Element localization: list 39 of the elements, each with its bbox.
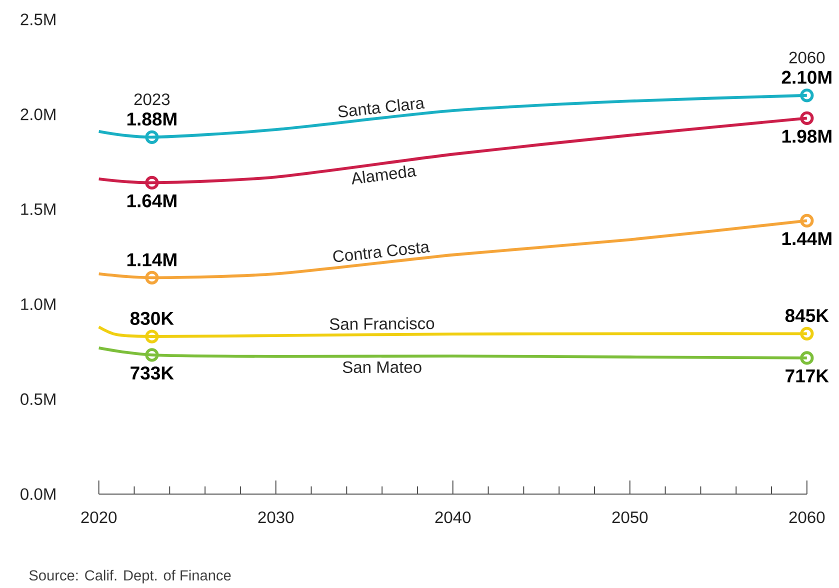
y-tick-label: 1.0M [21,298,56,310]
data-label: 1.64M [127,194,176,208]
data-label: 717K [786,369,829,382]
text: Santa Clara [338,98,425,118]
text: Alameda [352,165,417,184]
annotation: 2023 [134,93,170,105]
data-label: 830K [130,312,174,325]
data-label: 1.14M [127,253,176,266]
point [145,270,159,284]
source-note: Source: Calif. Dept. of Finance [29,570,231,584]
x-tick-label: 2020 [81,511,117,523]
point [800,111,814,125]
y-tick-label: 2.5M [20,13,56,26]
y-tick-label: 1.5M [21,203,56,215]
data-label: 1.88M [127,112,176,126]
y-tick-label: 2.0M [20,108,56,120]
x-tick-label: 2040 [435,511,471,523]
point [145,176,159,190]
data-label: 1.44M [782,232,832,245]
annotation: 2060 [789,51,825,64]
text: Contra Costa [333,242,430,262]
x-tick-label: 2050 [612,511,648,523]
point [800,350,814,365]
x-tick-label: 2060 [789,511,825,523]
data-label: 1.98M [782,129,832,143]
y-tick-label: 0.5M [20,393,56,405]
series-label: San Mateo [342,361,422,373]
data-label: 845K [785,308,829,322]
point [145,329,159,344]
point [800,214,814,228]
data-label: 733K [130,366,174,380]
data-label: 2.10M [782,70,832,84]
series-label: San Francisco [330,317,434,330]
point [145,348,159,362]
x-tick-label: 2030 [258,511,294,523]
point [800,88,814,102]
point [145,130,159,144]
y-tick-label: 0.0M [20,488,56,500]
point [800,326,814,340]
